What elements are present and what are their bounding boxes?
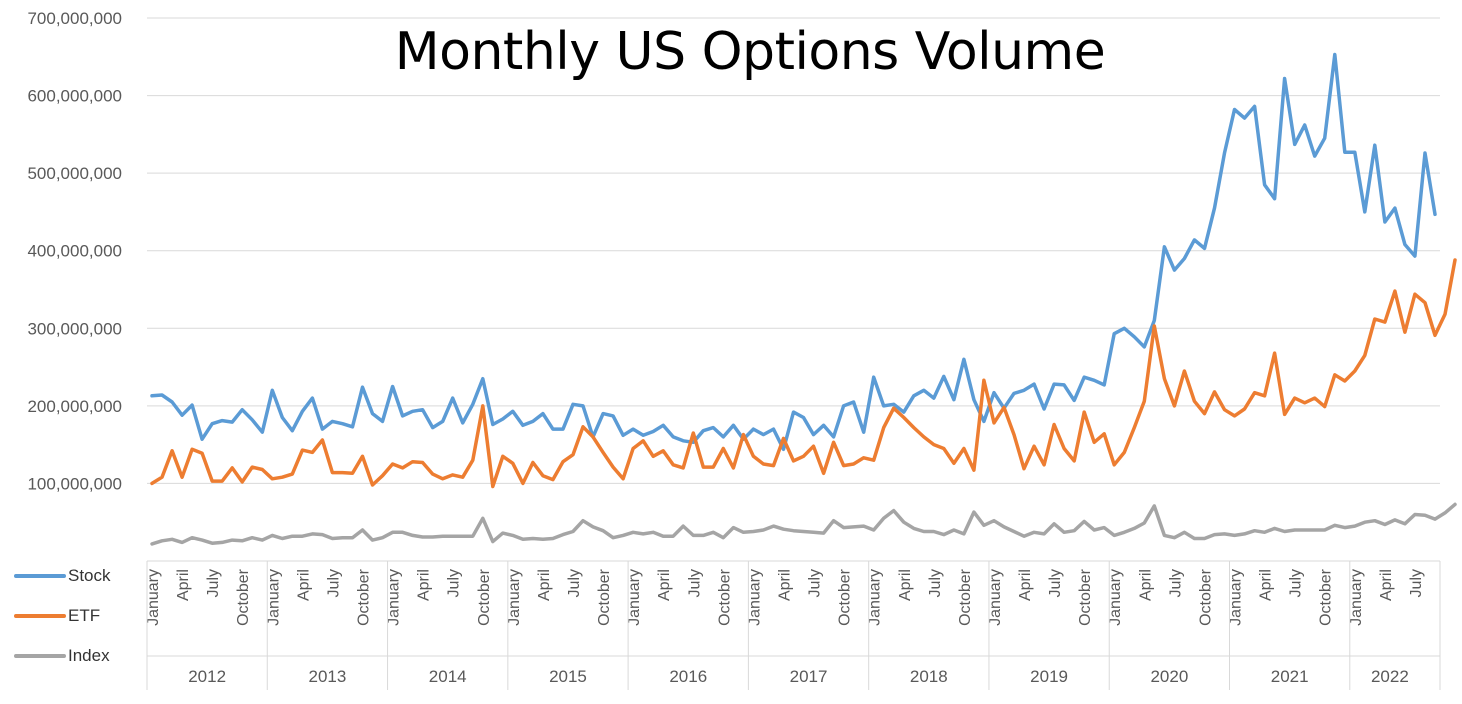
legend-swatch-etf [14,614,66,618]
x-tick-label: April [175,569,192,601]
year-label: 2016 [669,667,707,686]
x-tick-label: October [235,568,252,626]
x-tick-label: January [265,569,282,626]
legend-item-stock: Stock [14,556,111,596]
y-tick-label: 200,000,000 [27,397,122,416]
x-tick-label: October [476,568,493,626]
year-label: 2017 [790,667,828,686]
legend-item-etf: ETF [14,596,111,636]
y-tick-label: 100,000,000 [27,474,122,493]
x-tick-label: July [927,569,944,597]
x-tick-label: January [145,569,162,626]
year-label: 2019 [1030,667,1068,686]
year-label: 2015 [549,667,587,686]
x-tick-label: January [987,569,1004,626]
x-tick-label: July [1288,569,1305,597]
x-tick-label: July [1408,569,1425,597]
x-tick-label: October [1197,568,1214,626]
x-tick-label: April [776,569,793,601]
series-line-stock [150,52,1437,452]
x-tick-label: July [807,569,824,597]
x-tick-label: October [1318,568,1335,626]
year-label: 2020 [1150,667,1188,686]
year-label: 2021 [1271,667,1309,686]
x-tick-label: July [686,569,703,597]
x-tick-label: January [1348,569,1365,626]
legend-label-stock: Stock [68,566,111,585]
x-tick-label: January [386,569,403,626]
x-tick-label: January [867,569,884,626]
y-tick-label: 500,000,000 [27,164,122,183]
x-tick-label: October [596,568,613,626]
year-label: 2022 [1371,667,1409,686]
x-tick-label: January [1107,569,1124,626]
x-tick-label: October [1077,568,1094,626]
x-tick-label: April [295,569,312,601]
x-tick-label: October [957,568,974,626]
x-tick-label: July [1047,569,1064,597]
x-tick-label: January [506,569,523,626]
x-tick-label: January [1228,569,1245,626]
x-tick-label: October [837,568,854,626]
year-label: 2014 [429,667,467,686]
legend-swatch-index [14,654,66,658]
x-tick-label: July [205,569,222,597]
x-tick-label: July [325,569,342,597]
x-tick-label: April [416,569,433,601]
x-tick-label: October [716,568,733,626]
y-tick-label: 300,000,000 [27,319,122,338]
legend: Stock ETF Index [14,556,111,676]
x-tick-label: April [1017,569,1034,601]
x-tick-label: January [626,569,643,626]
y-tick-label: 400,000,000 [27,242,122,261]
x-tick-label: April [897,569,914,601]
x-tick-label: April [656,569,673,601]
year-label: 2012 [188,667,226,686]
legend-label-etf: ETF [68,606,101,625]
series-line-etf [150,258,1457,489]
series-line-index [150,502,1457,546]
y-tick-label: 700,000,000 [27,9,122,28]
y-tick-label: 600,000,000 [27,87,122,106]
chart-title: Monthly US Options Volume [394,22,1106,82]
legend-swatch-stock [14,574,66,578]
x-tick-label: July [566,569,583,597]
legend-label-index: Index [68,646,110,665]
x-tick-label: April [536,569,553,601]
x-tick-label: July [446,569,463,597]
legend-item-index: Index [14,636,111,676]
year-label: 2013 [309,667,347,686]
x-tick-label: April [1378,569,1395,601]
x-tick-label: October [356,568,373,626]
x-tick-label: July [1167,569,1184,597]
year-label: 2018 [910,667,948,686]
x-tick-label: April [1258,569,1275,601]
x-tick-label: January [746,569,763,626]
x-tick-label: April [1137,569,1154,601]
